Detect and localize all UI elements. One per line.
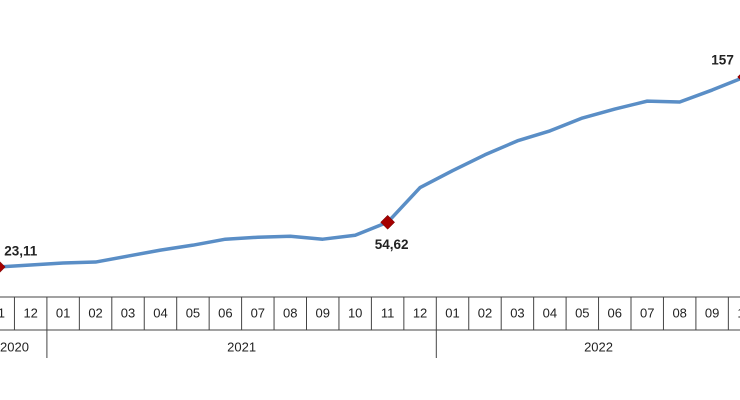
x-tick-label: 05 xyxy=(186,305,200,320)
x-tick-label: 03 xyxy=(121,305,135,320)
x-tick-label: 03 xyxy=(510,305,524,320)
data-label: 54,62 xyxy=(375,237,409,252)
x-tick-label: 07 xyxy=(640,305,654,320)
group-label: 2022 xyxy=(584,339,613,354)
line xyxy=(0,76,740,269)
group-label: 2021 xyxy=(227,339,256,354)
marker xyxy=(0,261,6,273)
x-tick-label: 02 xyxy=(478,305,492,320)
x-tick-label: 11 xyxy=(0,305,5,320)
x-tick-label: 01 xyxy=(445,305,459,320)
x-tick-label: 02 xyxy=(88,305,102,320)
x-tick-label: 11 xyxy=(381,305,395,320)
x-tick-label: 12 xyxy=(23,305,37,320)
x-tick-label: 06 xyxy=(218,305,232,320)
data-label: 157 xyxy=(711,53,734,68)
group-label: 2020 xyxy=(0,339,29,354)
x-tick-label: 06 xyxy=(608,305,622,320)
x-tick-label: 04 xyxy=(543,305,557,320)
data-label: 23,11 xyxy=(4,244,38,259)
x-tick-label: 10 xyxy=(737,305,740,320)
x-tick-label: 09 xyxy=(705,305,719,320)
x-tick-label: 01 xyxy=(56,305,70,320)
x-tick-label: 05 xyxy=(575,305,589,320)
x-tick-label: 09 xyxy=(315,305,329,320)
x-tick-label: 08 xyxy=(283,305,297,320)
marker xyxy=(380,214,395,230)
x-tick-label: 12 xyxy=(413,305,427,320)
x-tick-label: 08 xyxy=(672,305,686,320)
x-tick-label: 04 xyxy=(153,305,167,320)
x-tick-label: 07 xyxy=(251,305,265,320)
x-tick-label: 10 xyxy=(348,305,362,320)
